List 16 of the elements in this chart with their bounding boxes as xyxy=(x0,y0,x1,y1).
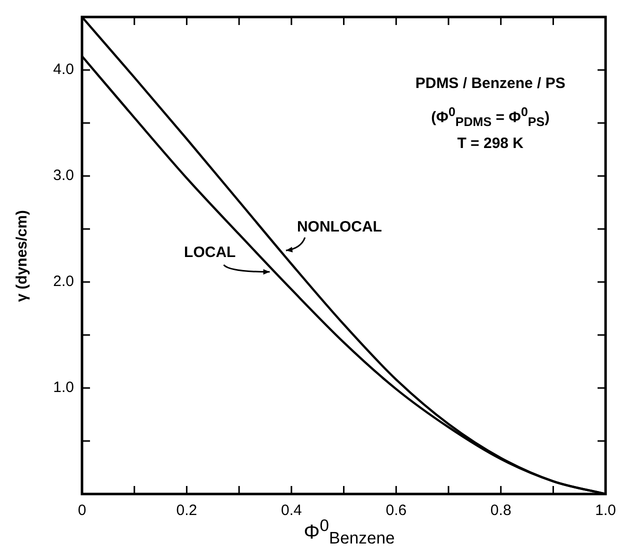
y-tick-label: 2.0 xyxy=(53,273,74,290)
x-tick-label: 1.0 xyxy=(595,502,616,520)
annotation: T = 298 K xyxy=(457,135,524,152)
y-axis-title: γ (dynes/cm) xyxy=(14,210,30,302)
annotation: PDMS / Benzene / PS xyxy=(415,75,566,92)
x-tick-label: 0.6 xyxy=(386,502,407,520)
y-tick-label: 3.0 xyxy=(53,167,74,184)
x-tick-label: 0.8 xyxy=(490,502,512,520)
x-tick-label: 0 xyxy=(78,502,86,520)
series-label: NONLOCAL xyxy=(296,218,382,236)
x-tick-label: 0.2 xyxy=(176,502,198,520)
annotation: (Φ$^{0}$$_{PDMS}$ = Φ$^{0}$$_{PS}$) xyxy=(431,105,550,129)
x-tick-label: 0.4 xyxy=(281,502,302,520)
y-tick-label: 1.0 xyxy=(53,379,74,396)
y-tick-label: 4.0 xyxy=(53,61,74,78)
series-label: LOCAL xyxy=(184,244,236,262)
